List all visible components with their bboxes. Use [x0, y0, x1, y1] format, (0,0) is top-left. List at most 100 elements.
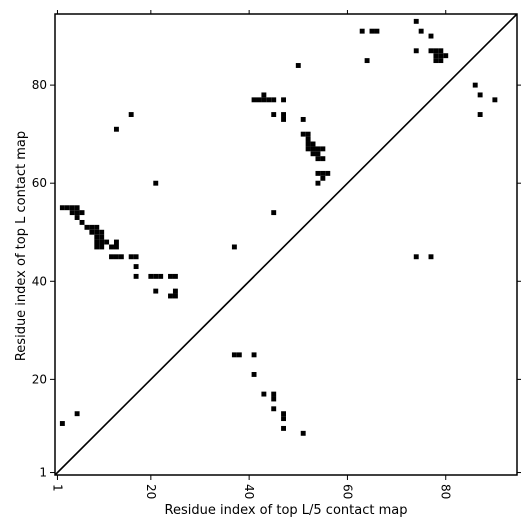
diagonal-line	[54, 13, 518, 476]
contact-point-top-l	[128, 112, 134, 117]
contact-point-top-l	[315, 146, 321, 152]
contact-point-top-l	[492, 97, 498, 103]
contact-point-top-l	[413, 48, 419, 54]
contact-point-top-l	[99, 239, 105, 245]
points-layer	[59, 18, 498, 436]
contact-point-top-l	[64, 205, 70, 211]
contact-point-top-l	[271, 97, 277, 103]
contact-point-top-l	[320, 175, 326, 181]
contact-point-top-l	[320, 146, 326, 152]
contact-point-top-l5	[271, 406, 277, 412]
contact-point-top-l	[261, 97, 267, 103]
contact-point-top-l	[305, 131, 311, 137]
contact-point-top-l	[428, 48, 434, 54]
contact-point-top-l5	[74, 411, 80, 417]
contact-point-top-l5	[231, 352, 237, 358]
contact-point-top-l	[251, 97, 257, 103]
contact-point-top-l	[99, 229, 105, 235]
contact-point-top-l	[281, 97, 286, 103]
contact-point-top-l	[231, 244, 237, 250]
x-tick-label: 80	[439, 484, 453, 499]
contact-point-top-l	[359, 28, 365, 34]
contact-point-top-l	[133, 254, 139, 260]
contact-point-top-l5	[413, 254, 419, 260]
contact-point-top-l	[443, 53, 449, 59]
contact-point-top-l	[256, 97, 262, 103]
contact-point-top-l5	[281, 411, 286, 417]
contact-point-top-l	[438, 48, 444, 54]
contact-point-top-l	[320, 170, 326, 176]
contact-point-top-l	[168, 273, 173, 279]
contact-point-top-l	[428, 33, 434, 39]
contact-point-top-l	[433, 53, 439, 59]
contact-point-top-l	[113, 244, 119, 250]
contact-point-top-l	[315, 180, 321, 186]
contact-point-top-l	[172, 293, 178, 299]
contact-point-top-l	[305, 141, 311, 147]
contact-point-top-l5	[428, 254, 434, 260]
contact-point-top-l	[94, 244, 100, 250]
contact-point-top-l	[69, 210, 75, 216]
x-tick-label: 20	[144, 484, 158, 499]
contact-point-top-l	[148, 273, 154, 279]
contact-point-top-l	[477, 92, 483, 98]
contact-point-top-l	[315, 156, 321, 162]
contact-point-top-l	[266, 97, 272, 103]
contact-point-top-l	[281, 112, 286, 117]
contact-point-top-l	[477, 112, 483, 117]
contact-point-top-l	[310, 146, 316, 152]
contact-point-top-l	[89, 229, 95, 235]
contact-point-top-l5	[271, 391, 277, 397]
contact-point-top-l5	[281, 425, 286, 431]
contact-point-top-l	[158, 273, 164, 279]
contact-point-top-l5	[300, 430, 306, 436]
y-tick-label: 20	[32, 372, 47, 386]
contact-point-top-l	[300, 131, 306, 137]
contact-point-top-l	[69, 205, 75, 211]
contact-point-top-l	[153, 273, 159, 279]
contact-point-top-l	[94, 224, 100, 230]
diagonal-layer	[54, 13, 518, 476]
contact-point-top-l	[74, 205, 80, 211]
contact-point-top-l	[74, 215, 80, 220]
contact-point-top-l5	[261, 391, 267, 397]
y-tick-label: 80	[32, 78, 47, 92]
contact-point-top-l	[84, 224, 90, 230]
contact-point-top-l	[438, 58, 444, 64]
contact-point-top-l5	[251, 372, 257, 377]
contact-point-top-l5	[271, 396, 277, 402]
contact-point-top-l	[94, 239, 100, 245]
contact-point-top-l5	[281, 416, 286, 422]
contact-point-top-l	[433, 48, 439, 54]
contact-point-top-l	[438, 53, 444, 59]
contact-point-top-l	[133, 273, 139, 279]
contact-point-top-l	[128, 254, 134, 260]
contact-point-top-l	[99, 234, 105, 240]
contact-point-top-l	[59, 205, 65, 211]
contact-point-top-l	[374, 28, 380, 34]
contact-point-top-l	[418, 28, 424, 34]
y-tick-label: 60	[32, 176, 47, 190]
contact-point-top-l5	[236, 352, 242, 358]
contact-point-top-l	[104, 239, 110, 245]
contact-point-top-l5	[251, 352, 257, 358]
contact-point-top-l	[300, 116, 306, 122]
contact-point-top-l	[310, 141, 316, 147]
contact-point-top-l	[172, 288, 178, 294]
contact-point-top-l	[74, 210, 80, 216]
x-tick-label: 60	[340, 484, 354, 499]
contact-point-top-l	[315, 151, 321, 157]
y-axis-label: Residue index of top L contact map	[14, 131, 29, 361]
x-tick-label: 1	[50, 484, 64, 492]
contact-point-top-l	[320, 156, 326, 162]
contact-point-top-l	[94, 234, 100, 240]
contact-point-top-l	[133, 264, 139, 270]
contact-point-top-l	[172, 273, 178, 279]
contact-point-top-l	[118, 254, 124, 260]
contact-point-top-l	[295, 63, 301, 68]
contact-point-top-l	[89, 224, 95, 230]
x-tick-label: 40	[242, 484, 256, 499]
contact-point-top-l	[369, 28, 375, 34]
contact-point-top-l	[413, 18, 419, 24]
